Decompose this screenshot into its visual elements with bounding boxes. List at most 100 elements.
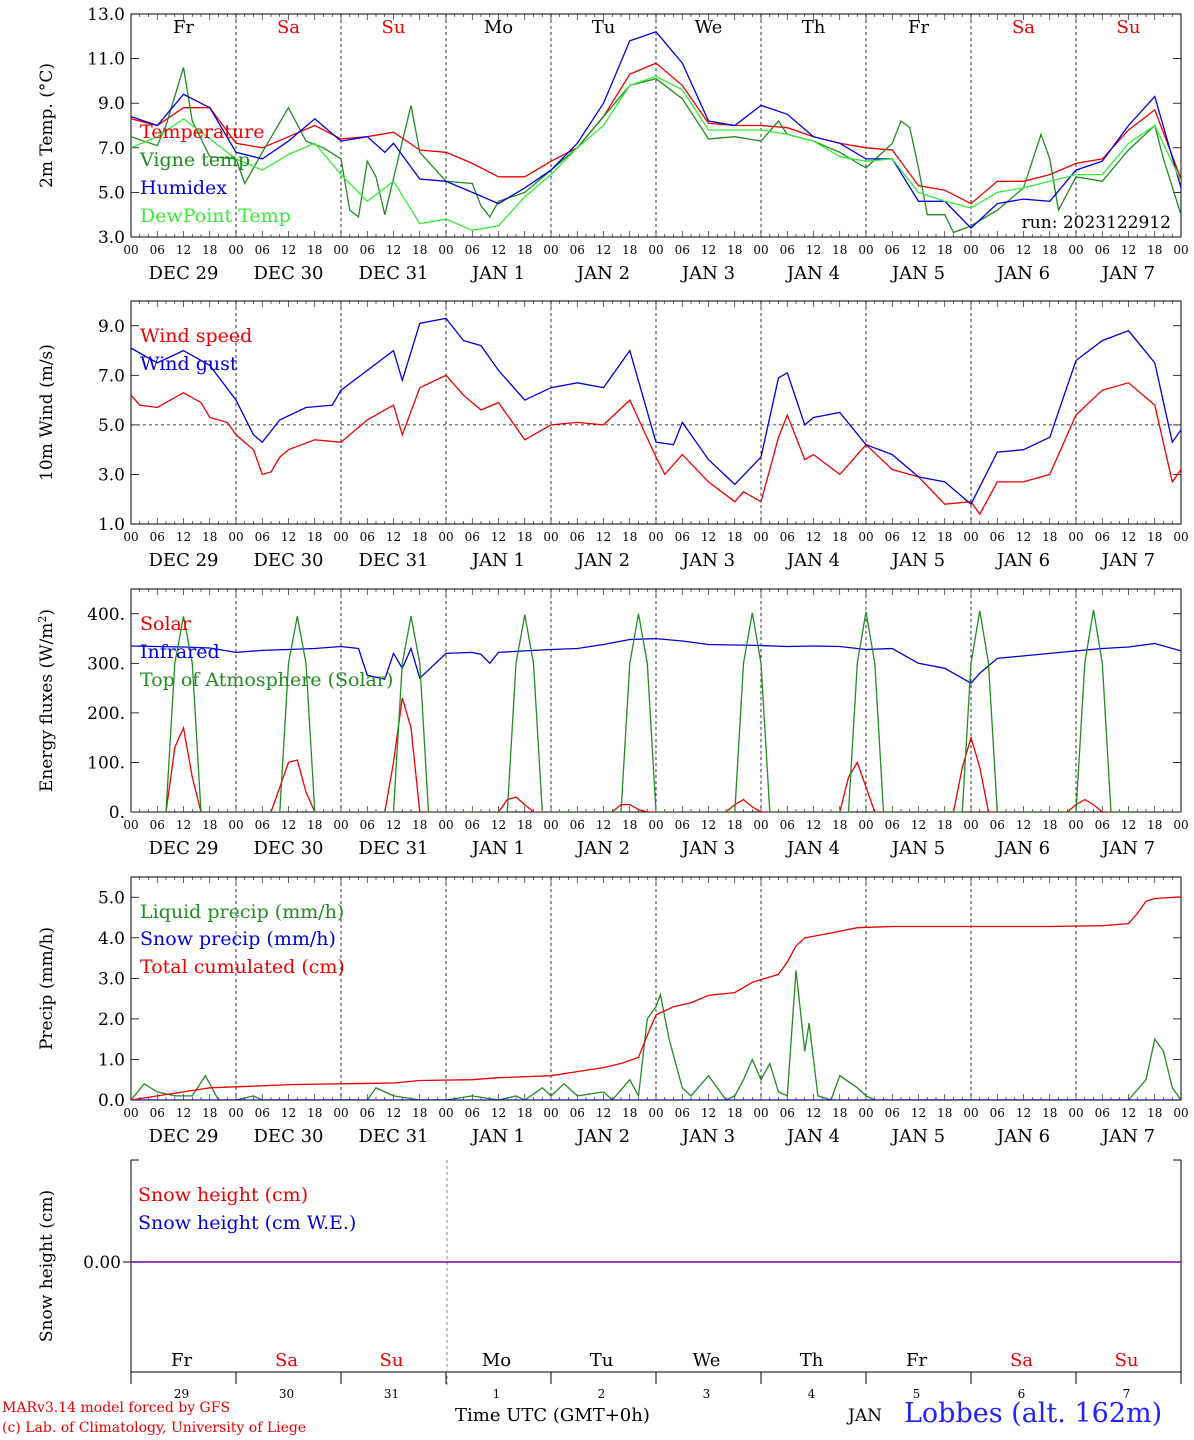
weekday-label: Sa <box>275 1350 298 1371</box>
date-label: JAN 7 <box>1100 263 1155 284</box>
legend-entry: Temperature <box>140 121 264 143</box>
hour-tick-label: 00 <box>543 530 558 544</box>
hour-tick-label: 18 <box>727 1106 742 1120</box>
hour-tick-label: 06 <box>570 1106 585 1120</box>
weekday-label: Sa <box>1010 1350 1033 1371</box>
hour-tick-label: 00 <box>858 1106 873 1120</box>
hour-tick-label: 12 <box>596 243 611 257</box>
date-label: JAN 1 <box>470 1126 525 1147</box>
weekday-label: We <box>695 17 723 38</box>
hour-tick-label: 00 <box>753 818 768 832</box>
hour-tick-label: 00 <box>1173 243 1188 257</box>
date-label: DEC 30 <box>254 838 324 859</box>
hour-tick-label: 18 <box>517 818 532 832</box>
hour-tick-label: 12 <box>1121 243 1136 257</box>
hour-tick-label: 00 <box>648 1106 663 1120</box>
x-axis-label: Time UTC (GMT+0h) <box>455 1405 650 1426</box>
hour-tick-label: 18 <box>937 530 952 544</box>
hour-tick-label: 00 <box>228 818 243 832</box>
hour-tick-label: 06 <box>570 530 585 544</box>
hour-tick-label: 18 <box>1147 243 1162 257</box>
weekday-label: Su <box>380 1350 404 1371</box>
credit-line-1: MARv3.14 model forced by GFS <box>2 1400 231 1416</box>
date-label: JAN 6 <box>995 263 1050 284</box>
hour-tick-label: 18 <box>1147 530 1162 544</box>
hour-tick-label: 06 <box>150 530 165 544</box>
panel-2: 10m Wind (m/s) <box>37 300 1182 525</box>
hour-tick-label: 00 <box>123 530 138 544</box>
date-label: JAN 5 <box>890 838 945 859</box>
y-tick-label: 1.0 <box>98 515 125 535</box>
hour-tick-label: 12 <box>911 243 926 257</box>
plot-frame <box>130 13 1182 238</box>
hour-tick-label: 12 <box>1016 243 1031 257</box>
weekday-label: Th <box>802 17 826 38</box>
date-label: DEC 30 <box>254 1126 324 1147</box>
hour-tick-label: 18 <box>1042 818 1057 832</box>
hour-tick-label: 18 <box>307 530 322 544</box>
date-label: JAN 7 <box>1100 550 1155 571</box>
legend-entry: Wind gust <box>140 353 238 375</box>
hour-tick-label: 06 <box>780 818 795 832</box>
hour-tick-label: 06 <box>885 818 900 832</box>
hour-tick-label: 12 <box>1121 530 1136 544</box>
hour-tick-label: 18 <box>832 1106 847 1120</box>
hour-tick-label: 00 <box>648 243 663 257</box>
weekday-label: Sa <box>1012 17 1035 38</box>
hour-tick-label: 12 <box>806 1106 821 1120</box>
weekday-label: Mo <box>482 1350 511 1371</box>
hour-tick-label: 12 <box>176 818 191 832</box>
hour-tick-label: 06 <box>885 530 900 544</box>
y-tick-label: 200. <box>87 704 125 724</box>
legend-entry: DewPoint Temp <box>140 205 291 227</box>
weekday-label: Fr <box>171 1350 192 1371</box>
hour-tick-label: 18 <box>307 818 322 832</box>
y-tick-label: 5.0 <box>98 888 125 908</box>
hour-tick-label: 06 <box>675 243 690 257</box>
hour-tick-label: 12 <box>701 818 716 832</box>
panel-1: 2m Temp. (°C) <box>37 13 1182 238</box>
hour-tick-label: 18 <box>832 243 847 257</box>
y-tick-label: 7.0 <box>98 366 125 386</box>
y-axis-label: Precip (mm/h) <box>37 927 57 1050</box>
date-label: JAN 3 <box>680 263 735 284</box>
hour-tick-label: 18 <box>1042 243 1057 257</box>
weekday-label: Fr <box>173 17 194 38</box>
hour-tick-label: 00 <box>858 243 873 257</box>
series-line <box>131 31 1181 230</box>
hour-tick-label: 06 <box>990 1106 1005 1120</box>
hour-tick-label: 18 <box>412 243 427 257</box>
date-label: JAN 6 <box>995 550 1050 571</box>
hour-tick-label: 12 <box>281 818 296 832</box>
weekday-label: We <box>693 1350 721 1371</box>
y-axis-label: Snow height (cm) <box>37 1190 57 1342</box>
hour-tick-label: 00 <box>1173 818 1188 832</box>
date-label: DEC 31 <box>359 838 429 859</box>
series-line <box>131 970 1181 1100</box>
day-number-label: 2 <box>598 1387 606 1401</box>
hour-tick-label: 06 <box>990 243 1005 257</box>
series-line <box>131 609 1181 812</box>
hour-tick-label: 00 <box>648 818 663 832</box>
hour-tick-label: 06 <box>1095 818 1110 832</box>
hour-tick-label: 18 <box>832 818 847 832</box>
hour-tick-label: 12 <box>701 243 716 257</box>
date-label: JAN 2 <box>575 838 630 859</box>
hour-tick-label: 00 <box>123 818 138 832</box>
hour-tick-label: 06 <box>360 243 375 257</box>
hour-tick-label: 18 <box>307 243 322 257</box>
date-label: DEC 31 <box>359 550 429 571</box>
panel-5: Snow height (cm) <box>37 1159 1182 1385</box>
hour-tick-label: 12 <box>491 243 506 257</box>
hour-tick-label: 12 <box>281 243 296 257</box>
hour-tick-label: 00 <box>648 530 663 544</box>
date-label: JAN 1 <box>470 838 525 859</box>
hour-tick-label: 00 <box>753 243 768 257</box>
date-label: JAN 3 <box>680 838 735 859</box>
date-label: JAN 1 <box>470 263 525 284</box>
hour-tick-label: 00 <box>753 530 768 544</box>
hour-tick-label: 00 <box>963 243 978 257</box>
y-tick-label: 5.0 <box>98 416 125 436</box>
hour-tick-label: 18 <box>622 530 637 544</box>
